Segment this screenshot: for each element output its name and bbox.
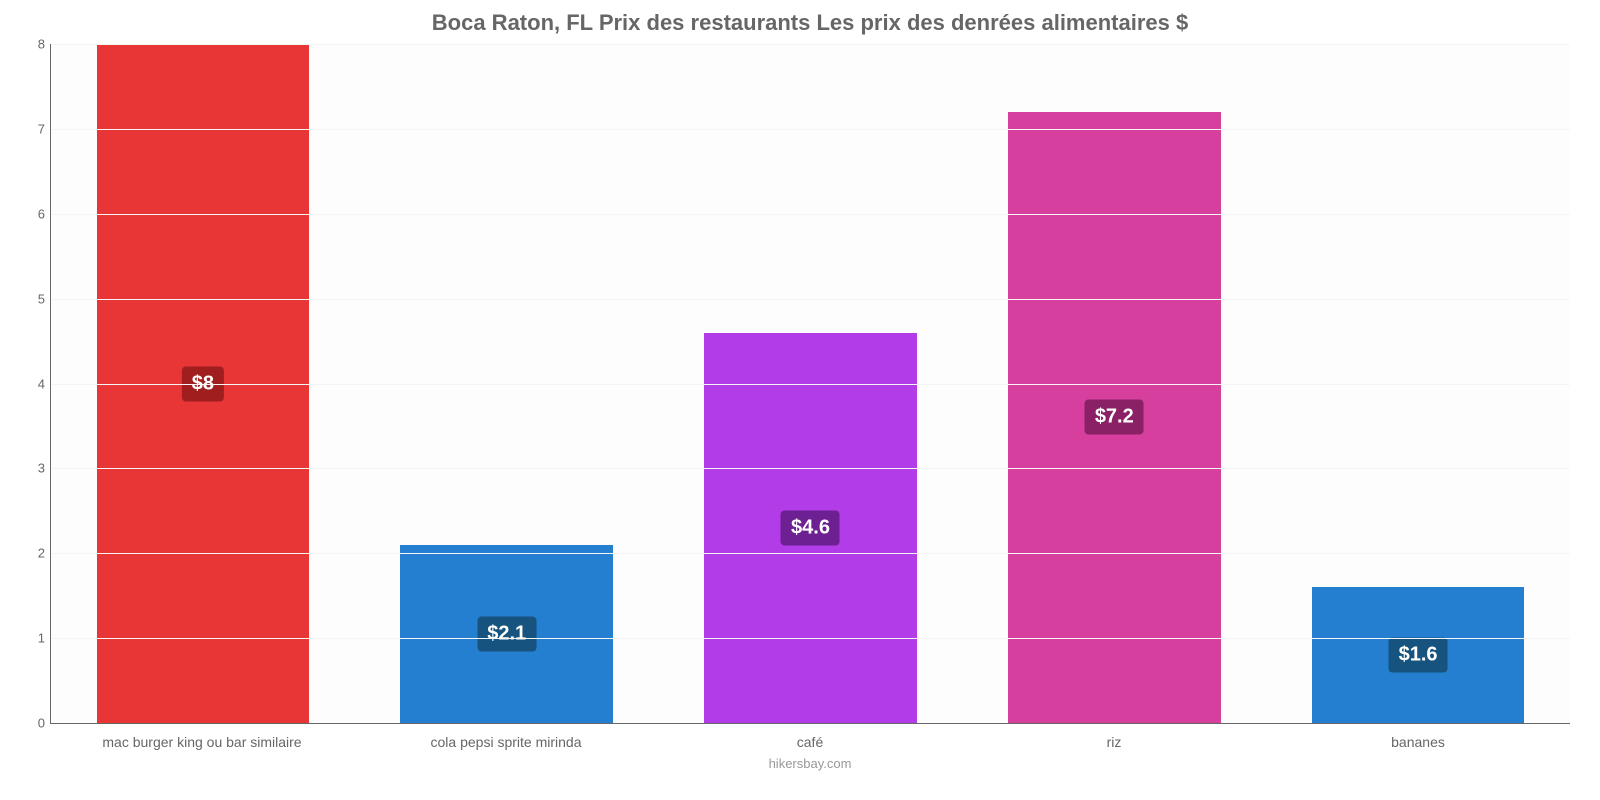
y-tick: 6: [23, 206, 45, 221]
value-label: $2.1: [477, 616, 536, 651]
value-label: $1.6: [1389, 638, 1448, 673]
gridline: [51, 468, 1570, 469]
plot-area: $8$2.1$4.6$7.2$1.6 012345678: [50, 44, 1570, 724]
value-label: $4.6: [781, 510, 840, 545]
bar: $2.1: [400, 545, 613, 723]
bar: $7.2: [1008, 112, 1221, 723]
gridline: [51, 214, 1570, 215]
x-label: mac burger king ou bar similaire: [50, 734, 354, 750]
y-tick: 8: [23, 37, 45, 52]
chart-title: Boca Raton, FL Prix des restaurants Les …: [50, 10, 1570, 36]
x-label: bananes: [1266, 734, 1570, 750]
bar: $4.6: [704, 333, 917, 723]
y-tick: 4: [23, 376, 45, 391]
x-label: riz: [962, 734, 1266, 750]
gridline: [51, 638, 1570, 639]
gridline: [51, 384, 1570, 385]
gridline: [51, 299, 1570, 300]
y-tick: 7: [23, 121, 45, 136]
y-tick: 3: [23, 461, 45, 476]
y-tick: 0: [23, 716, 45, 731]
gridline: [51, 129, 1570, 130]
price-chart: Boca Raton, FL Prix des restaurants Les …: [0, 0, 1600, 800]
y-tick: 1: [23, 631, 45, 646]
y-tick: 2: [23, 546, 45, 561]
x-label: café: [658, 734, 962, 750]
bar: $1.6: [1312, 587, 1525, 723]
y-tick: 5: [23, 291, 45, 306]
gridline: [51, 553, 1570, 554]
x-label: cola pepsi sprite mirinda: [354, 734, 658, 750]
value-label: $7.2: [1085, 400, 1144, 435]
chart-footer: hikersbay.com: [50, 756, 1570, 771]
gridline: [51, 44, 1570, 45]
x-axis-labels: mac burger king ou bar similairecola pep…: [50, 734, 1570, 750]
